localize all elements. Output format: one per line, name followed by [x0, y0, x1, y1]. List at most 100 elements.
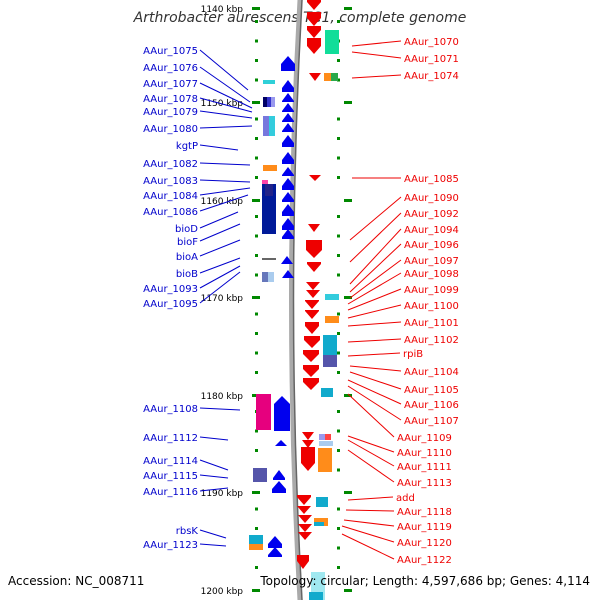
- gene-label-right: AAur_1122: [397, 555, 452, 566]
- feature-block: [331, 73, 338, 81]
- scale-tick-minor: [255, 566, 258, 569]
- forward-gene-arrow: [275, 440, 287, 446]
- reverse-gene-arrow: [307, 26, 321, 38]
- gene-label-right: AAur_1100: [404, 301, 459, 312]
- label-leader-line: [199, 144, 239, 151]
- reverse-gene-arrow: [305, 322, 319, 334]
- reverse-gene-arrow: [303, 350, 319, 362]
- scale-label: 1140 kbp: [201, 5, 244, 15]
- scale-tick-minor: [255, 371, 258, 374]
- scale-tick-minor: [337, 351, 340, 355]
- gene-label-left: rbsK: [176, 526, 199, 537]
- gene-label-right: AAur_1102: [404, 335, 459, 346]
- reverse-gene-arrow: [306, 282, 320, 290]
- label-leader-line: [351, 74, 402, 79]
- forward-gene-arrow: [282, 135, 294, 147]
- gene-label-right: AAur_1094: [404, 225, 459, 236]
- scale-tick-minor: [255, 351, 258, 355]
- scale-tick-minor: [337, 137, 340, 140]
- forward-gene-arrow: [282, 229, 294, 239]
- gene-label-right: AAur_1120: [397, 538, 452, 549]
- gene-label-left: AAur_1086: [143, 207, 198, 218]
- gene-label-left: bioA: [176, 252, 198, 263]
- gene-label-left: AAur_1083: [143, 176, 198, 187]
- label-leader-line: [349, 212, 402, 263]
- forward-gene-arrow: [282, 270, 294, 278]
- label-leader-line: [199, 223, 241, 242]
- scale-tick-minor: [337, 176, 340, 179]
- gene-label-left: AAur_1075: [143, 46, 198, 57]
- gene-label-left: AAur_1112: [143, 433, 198, 444]
- scale-tick-minor: [255, 117, 258, 121]
- reverse-gene-arrow: [301, 447, 315, 471]
- feature-block: [263, 80, 275, 84]
- label-leader-line: [347, 304, 402, 319]
- scale-tick-minor: [337, 234, 340, 238]
- scale-tick-minor: [337, 507, 340, 511]
- scale-tick-minor: [255, 137, 258, 140]
- gene-label-right: AAur_1098: [404, 269, 459, 280]
- scale-tick-minor: [255, 176, 258, 179]
- forward-gene-arrow: [281, 56, 295, 71]
- forward-gene-arrow: [282, 204, 294, 216]
- gene-label-right: AAur_1070: [404, 37, 459, 48]
- reverse-gene-arrow: [307, 0, 321, 10]
- gene-label-right: AAur_1099: [404, 285, 459, 296]
- gene-label-right: AAur_1105: [404, 385, 459, 396]
- reverse-gene-arrow: [307, 12, 321, 26]
- label-leader-line: [199, 162, 251, 166]
- scale-label: 1170 kbp: [201, 294, 244, 304]
- scale-tick-minor: [255, 312, 258, 316]
- label-leader-line: [345, 509, 395, 512]
- feature-block: [324, 73, 331, 81]
- feature-block: [262, 184, 276, 234]
- reverse-gene-arrow: [303, 365, 319, 377]
- gene-label-right: AAur_1096: [404, 240, 459, 251]
- gene-label-left: AAur_1084: [143, 191, 198, 202]
- scale-tick-major: [344, 589, 352, 592]
- feature-block: [263, 165, 277, 171]
- label-leader-line: [199, 82, 253, 109]
- gene-label-right: AAur_1106: [404, 400, 459, 411]
- scale-tick-minor: [337, 20, 340, 23]
- scale-tick-major: [344, 296, 352, 299]
- gene-label-left: AAur_1078: [143, 94, 198, 105]
- label-leader-line: [347, 496, 394, 501]
- genome-backbone: [289, 0, 303, 600]
- gene-label-left: bioD: [175, 224, 198, 235]
- scale-tick-minor: [337, 468, 340, 472]
- label-leader-line: [349, 259, 402, 299]
- gene-label-right: AAur_1104: [404, 367, 459, 378]
- gene-label-right: AAur_1097: [404, 256, 459, 267]
- feature-block: [271, 97, 275, 107]
- scale-tick-major: [344, 491, 352, 494]
- reverse-gene-arrow: [302, 432, 314, 440]
- scale-tick-major: [344, 199, 352, 202]
- reverse-gene-arrow: [308, 224, 320, 232]
- label-leader-line: [199, 436, 229, 441]
- scale-tick-major: [344, 394, 352, 397]
- scale-tick-minor: [255, 449, 258, 452]
- feature-block: [325, 434, 331, 440]
- label-leader-line: [199, 239, 241, 257]
- gene-label-left: AAur_1076: [143, 63, 198, 74]
- gene-label-right: AAur_1113: [397, 478, 452, 489]
- scale-tick-minor: [255, 20, 258, 23]
- label-leader-line: [199, 97, 253, 113]
- gene-label-right: AAur_1090: [404, 193, 459, 204]
- forward-gene-arrow: [282, 103, 294, 112]
- scale-tick-major: [252, 589, 260, 592]
- gene-label-right: AAur_1085: [404, 174, 459, 185]
- gene-label-right: add: [396, 493, 415, 504]
- feature-block: [316, 497, 328, 507]
- forward-gene-arrow: [282, 123, 294, 132]
- feature-block: [319, 441, 333, 446]
- reverse-gene-arrow: [306, 290, 320, 298]
- scale-tick-minor: [337, 312, 340, 316]
- gene-label-left: AAur_1114: [143, 456, 198, 467]
- scale-tick-major: [252, 199, 260, 202]
- forward-gene-arrow: [282, 218, 294, 230]
- reverse-gene-arrow: [298, 532, 312, 540]
- scale-tick-minor: [337, 410, 340, 413]
- label-leader-line: [349, 371, 402, 390]
